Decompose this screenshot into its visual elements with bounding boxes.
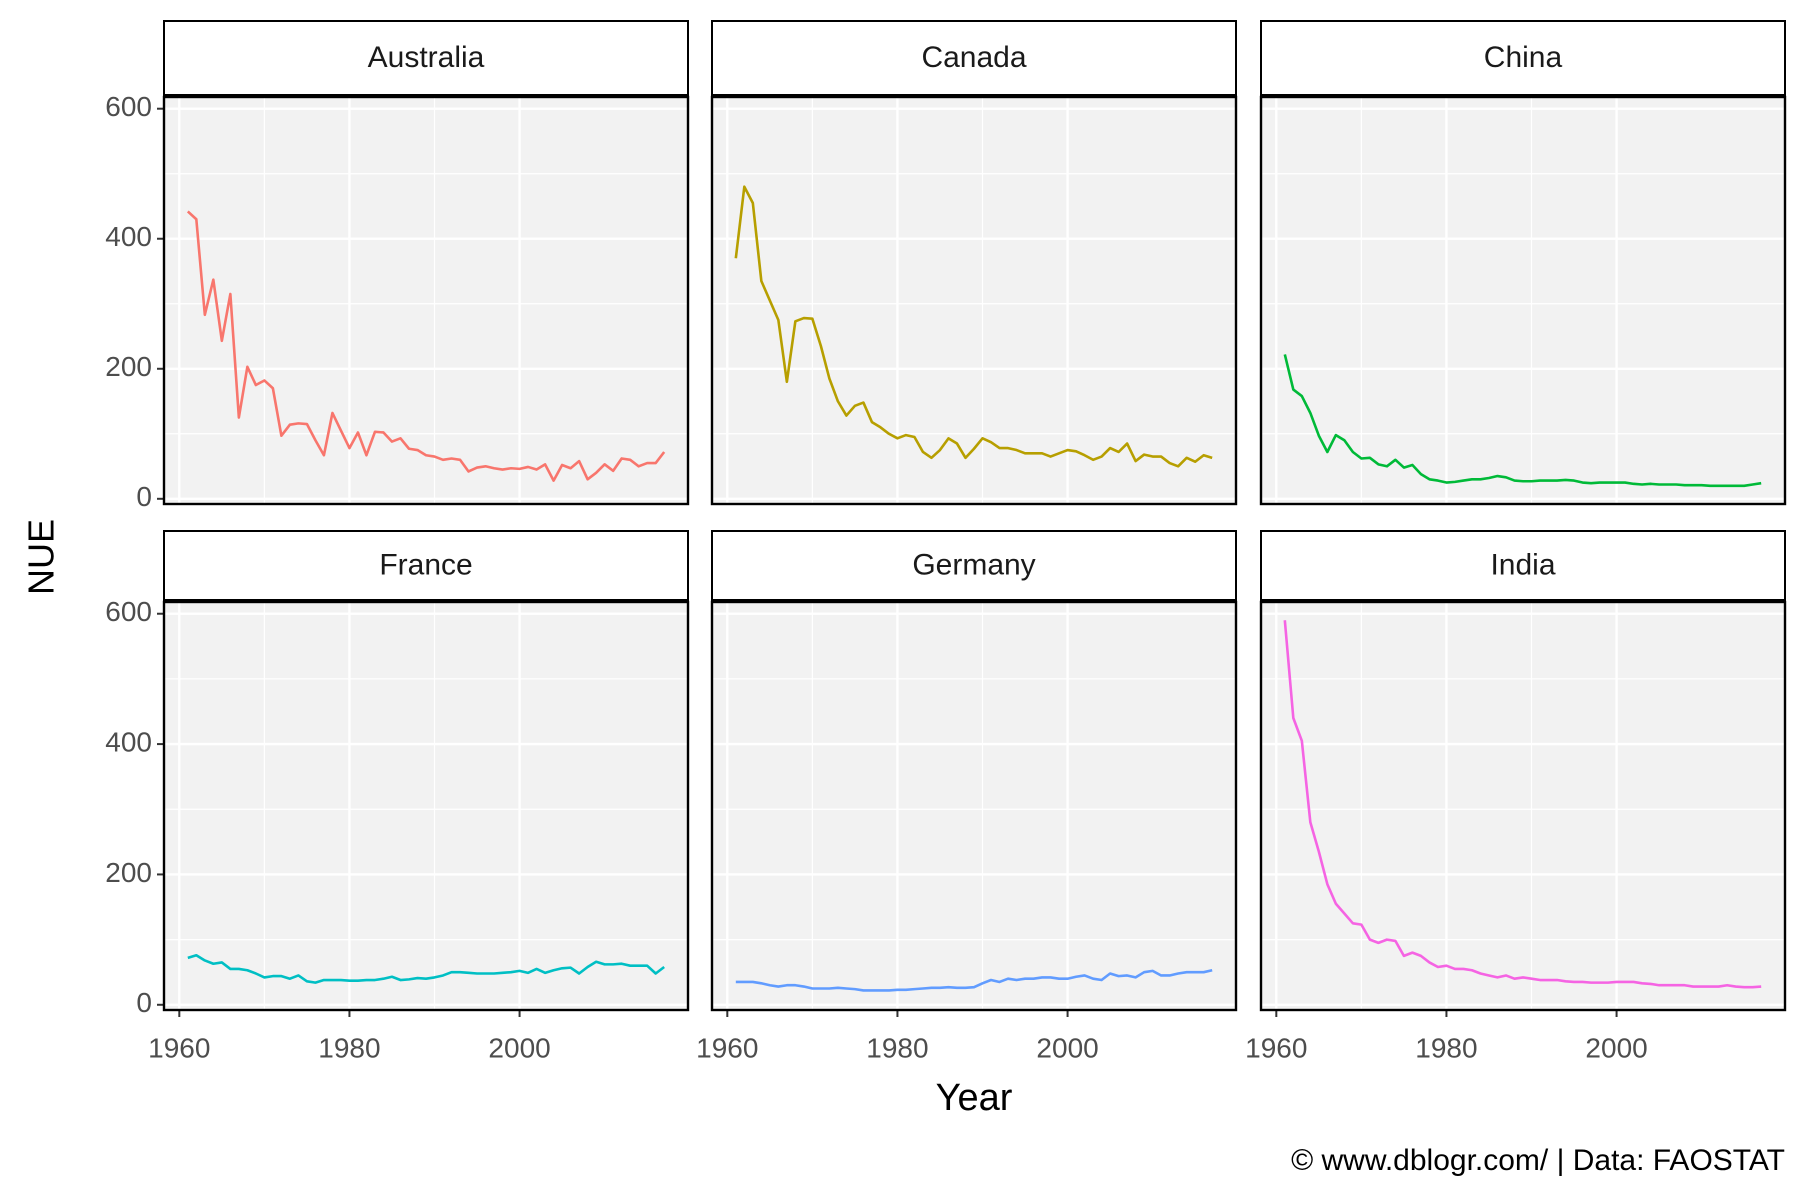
x-tick-label: 1980 <box>1415 1032 1477 1063</box>
y-tick-label: 200 <box>105 351 152 382</box>
x-tick-label: 1960 <box>1245 1032 1307 1063</box>
facet-strip <box>711 20 1237 96</box>
facet-title: Australia <box>368 41 485 74</box>
data-line <box>187 953 665 984</box>
facet-strip <box>1260 20 1786 96</box>
facet-strip <box>163 530 689 601</box>
panel-background <box>712 602 1236 1010</box>
panel-background <box>164 97 688 504</box>
data-line <box>1283 354 1762 488</box>
facet-title: France <box>379 548 472 581</box>
x-tick-label: 2000 <box>1585 1032 1647 1063</box>
y-tick-label: 0 <box>136 987 152 1018</box>
panel-border <box>1259 95 1787 506</box>
x-tick-label: 2000 <box>1036 1032 1098 1063</box>
y-tick-label: 600 <box>105 91 152 122</box>
data-line <box>186 210 666 482</box>
panel-border <box>1259 600 1787 1012</box>
x-tick-label: 1960 <box>148 1032 210 1063</box>
panel-border <box>710 95 1238 506</box>
panel-border <box>162 95 690 506</box>
facet-title: China <box>1484 41 1563 74</box>
x-tick-label: 2000 <box>488 1032 550 1063</box>
data-line <box>734 185 1213 468</box>
y-tick-label: 600 <box>105 596 152 627</box>
y-tick-label: 200 <box>105 857 152 888</box>
x-tick-label: 1960 <box>696 1032 758 1063</box>
facet-strip <box>163 20 689 96</box>
facet-title: India <box>1490 548 1555 581</box>
panel-background <box>712 97 1236 504</box>
facet-title: Canada <box>921 41 1026 74</box>
panel-background <box>1261 97 1785 504</box>
y-axis-title: NUE <box>21 519 62 595</box>
y-tick-label: 0 <box>136 481 152 512</box>
y-tick-label: 400 <box>105 726 152 757</box>
facet-title: Germany <box>912 548 1035 581</box>
y-tick-label: 400 <box>105 221 152 252</box>
panel-background <box>1261 602 1785 1010</box>
caption: © www.dblogr.com/ | Data: FAOSTAT <box>1291 1144 1785 1177</box>
facet-strip <box>711 530 1237 601</box>
panel-background <box>164 602 688 1010</box>
data-line <box>1283 620 1762 989</box>
x-axis-title: Year <box>936 1077 1013 1119</box>
x-tick-label: 1980 <box>318 1032 380 1063</box>
data-line <box>735 968 1213 992</box>
panel-border <box>710 600 1238 1012</box>
facet-strip <box>1260 530 1786 601</box>
panel-border <box>162 600 690 1012</box>
x-tick-label: 1980 <box>866 1032 928 1063</box>
